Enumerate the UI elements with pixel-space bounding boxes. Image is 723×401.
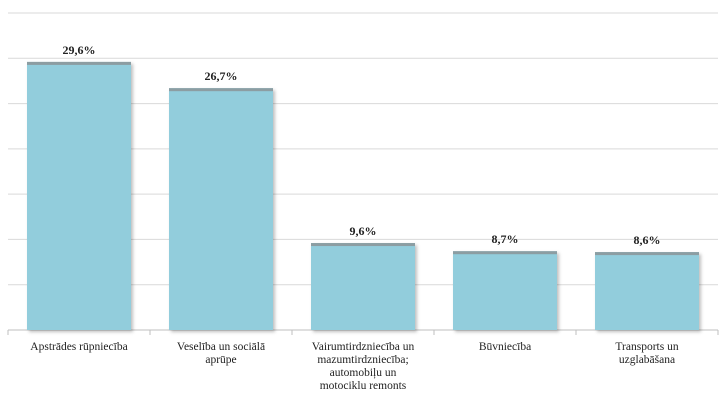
category-label: Apstrādes rūpniecība (30, 341, 127, 353)
data-label: 9,6% (350, 224, 377, 238)
category-label-line: Apstrādes rūpniecība (30, 341, 127, 353)
data-labels: 29,6% 26,7% 9,6% 8,7% 8,6% (63, 43, 661, 247)
x-axis (7, 329, 719, 335)
bar (311, 243, 415, 330)
bars (27, 61, 699, 331)
bar (453, 251, 557, 330)
bar (169, 88, 273, 330)
data-label: 26,7% (205, 69, 238, 83)
bar (595, 252, 699, 330)
category-label-line: Veselība un sociālā (177, 341, 265, 353)
data-label: 29,6% (63, 43, 96, 57)
category-label-line: aprūpe (205, 354, 236, 366)
category-label-line: automobiļu un (330, 367, 397, 379)
bar-top-edge (27, 61, 131, 65)
category-label-line: uzglabāšana (619, 354, 675, 366)
bar-top-edge (595, 252, 699, 256)
category-label: Transports un uzglabāšana (615, 341, 678, 366)
data-label: 8,7% (492, 232, 519, 246)
bar-top-edge (311, 243, 415, 247)
category-label-line: motociklu remonts (320, 380, 407, 392)
category-label-line: Būvniecība (479, 341, 531, 353)
category-label: Būvniecība (479, 341, 531, 353)
category-label: Veselība un sociālā aprūpe (177, 341, 265, 366)
category-labels: Apstrādes rūpniecība Veselība un sociālā a… (30, 341, 679, 392)
category-label-line: Vairumtirdzniecība un (312, 341, 415, 353)
category-label-line: mazumtirdzniecība; (317, 354, 408, 366)
category-label-line: Transports un (615, 341, 678, 353)
category-label: Vairumtirdzniecība un mazumtirdzniecība; a… (312, 341, 415, 392)
data-label: 8,6% (634, 233, 661, 247)
bar-top-edge (453, 251, 557, 255)
bar (27, 61, 131, 331)
bar-top-edge (169, 88, 273, 92)
